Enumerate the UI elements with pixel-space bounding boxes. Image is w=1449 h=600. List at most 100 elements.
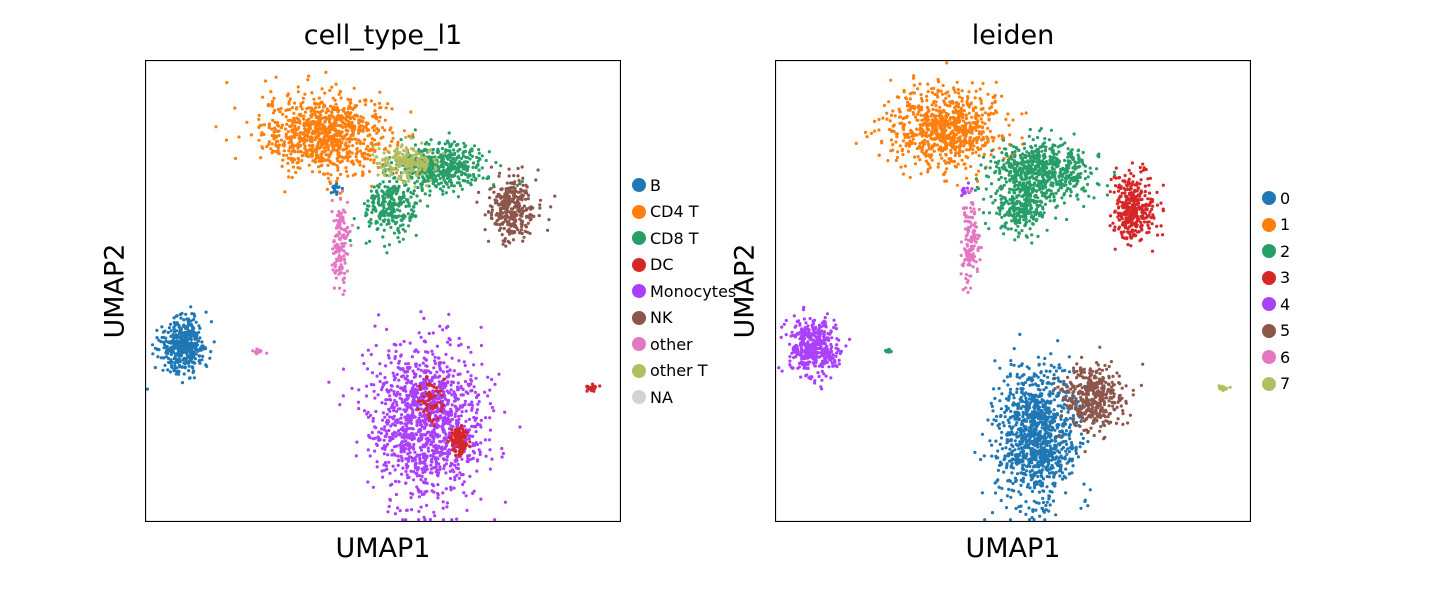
scatter-point	[336, 159, 340, 163]
scatter-point	[398, 509, 402, 513]
scatter-point	[918, 126, 923, 130]
scatter-point	[434, 160, 438, 164]
scatter-point	[448, 343, 452, 347]
scatter-point	[442, 428, 446, 432]
scatter-point	[920, 150, 924, 154]
scatter-point	[393, 512, 397, 516]
scatter-point	[189, 352, 193, 356]
scatter-point	[407, 224, 411, 228]
scatter-point	[438, 434, 442, 438]
legend-marker	[632, 257, 646, 272]
scatter-point	[932, 86, 936, 90]
scatter-point	[479, 418, 483, 422]
scatter-point	[523, 229, 527, 233]
scatter-point	[401, 171, 405, 175]
scatter-point	[378, 362, 382, 366]
scatter-point	[290, 106, 294, 110]
scatter-point	[912, 112, 916, 116]
scatter-point	[908, 175, 912, 179]
scatter-point	[464, 409, 468, 413]
scatter-point	[935, 118, 939, 122]
scatter-point	[526, 214, 530, 218]
scatter-point	[995, 110, 999, 114]
scatter-point	[913, 162, 918, 166]
scatter-point	[470, 403, 475, 407]
scatter-point	[399, 454, 403, 458]
scatter-point	[337, 114, 342, 118]
scatter-point	[452, 184, 456, 188]
scatter-point	[483, 438, 487, 442]
scatter-point	[506, 205, 510, 209]
scatter-point	[436, 496, 440, 500]
scatter-point	[952, 88, 956, 92]
scatter-point	[458, 147, 462, 151]
scatter-point	[949, 151, 953, 155]
scatter-point	[484, 416, 488, 420]
scatter-point	[935, 93, 939, 97]
scatter-point	[336, 221, 340, 225]
scatter-point	[342, 280, 346, 285]
scatter-point	[343, 210, 347, 214]
scatter-point	[172, 327, 176, 331]
scatter-point	[205, 364, 209, 368]
scatter-point	[428, 165, 432, 170]
scatter-point	[321, 156, 325, 161]
scatter-point	[435, 426, 439, 430]
scatter-point	[529, 205, 533, 209]
scatter-point	[374, 112, 378, 116]
scatter-point	[193, 357, 197, 361]
scatter-point	[419, 310, 423, 314]
scatter-point	[414, 465, 418, 469]
scatter-point	[444, 471, 448, 475]
scatter-point	[461, 427, 465, 431]
scatter-cluster-other	[251, 347, 269, 356]
scatter-point	[376, 202, 381, 206]
scatter-point	[957, 91, 961, 95]
scatter-point	[462, 424, 466, 428]
scatter-point	[404, 469, 408, 474]
scatter-point	[901, 153, 905, 157]
scatter-point	[186, 323, 190, 327]
scatter-point	[385, 412, 389, 416]
scatter-point	[420, 461, 424, 465]
scatter-point	[397, 164, 401, 169]
scatter-point	[451, 374, 455, 378]
scatter-point	[465, 169, 469, 173]
scatter-point	[431, 395, 435, 399]
scatter-cluster-nk	[475, 165, 557, 248]
legend-item: NK	[632, 305, 736, 332]
scatter-point	[405, 427, 409, 431]
scatter-point	[429, 463, 433, 467]
scatter-point	[396, 226, 400, 230]
scatter-point	[399, 177, 403, 182]
scatter-point	[186, 328, 190, 332]
scatter-point	[356, 226, 360, 230]
scatter-point	[324, 134, 328, 138]
scatter-point	[916, 112, 920, 116]
scatter-point	[446, 165, 451, 169]
scatter-point	[434, 389, 438, 393]
legend-item: CD4 T	[632, 199, 736, 226]
scatter-point	[283, 190, 287, 194]
scatter-point	[422, 433, 426, 437]
scatter-point	[517, 207, 521, 211]
scatter-point	[335, 164, 339, 168]
scatter-point	[448, 451, 452, 455]
scatter-point	[282, 144, 286, 148]
scatter-point	[465, 160, 469, 164]
scatter-point	[422, 456, 426, 460]
scatter-point	[187, 364, 191, 368]
scatter-point	[212, 340, 216, 344]
scatter-point	[404, 447, 408, 451]
scatter-point	[354, 155, 358, 159]
scatter-point	[405, 374, 409, 378]
scatter-point	[481, 176, 485, 180]
scatter-point	[418, 168, 422, 172]
scatter-point	[399, 416, 403, 420]
scatter-point	[538, 206, 542, 210]
scatter-point	[462, 154, 466, 158]
scatter-point	[451, 417, 455, 421]
scatter-point	[325, 187, 329, 191]
scatter-point	[277, 133, 281, 138]
scatter-point	[404, 518, 408, 522]
